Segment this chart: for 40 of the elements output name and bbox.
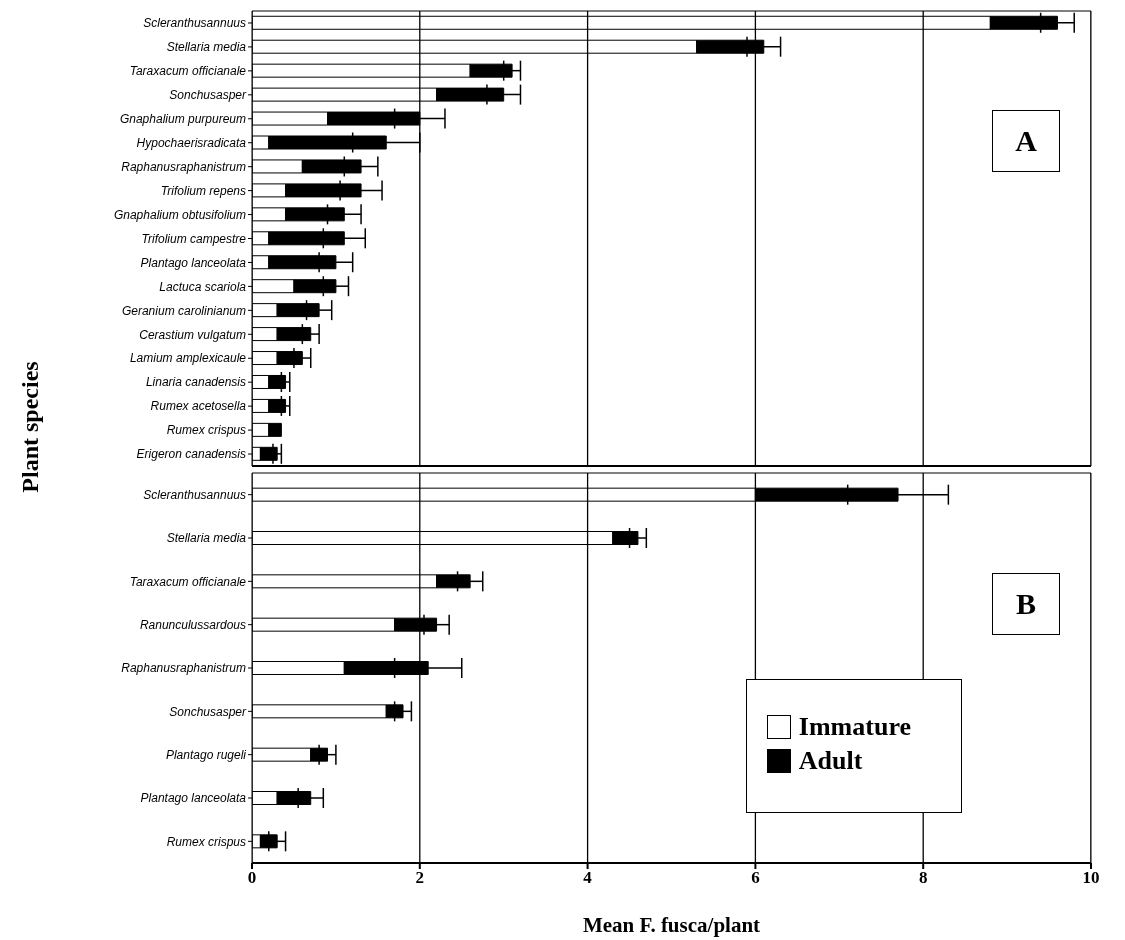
y-tick-label: Lactuca scariola	[159, 279, 247, 294]
y-tick-label: Trifolium repens	[160, 183, 246, 198]
y-tick-label: Taraxacum officianale	[129, 574, 247, 589]
annotation: A	[992, 109, 1060, 172]
x-tick-label: 4	[583, 868, 593, 888]
x-tick-label: 8	[918, 868, 928, 888]
y-tick-label: Trifolium campestre	[141, 231, 247, 246]
annotation: B	[992, 572, 1060, 635]
y-tick-label: Geranium carolinianum	[121, 303, 246, 318]
y-tick-label: Lamium amplexicaule	[129, 351, 247, 366]
y-tick-label: Sonchusasper	[169, 88, 247, 103]
y-tick-label: Erigeron canadensis	[136, 447, 246, 462]
y-tick-label: Cerastium vulgatum	[139, 327, 246, 342]
x-tick-label: 2	[415, 868, 425, 888]
x-tick-label: 0	[247, 868, 257, 888]
y-tick-label: Rumex crispus	[166, 834, 246, 849]
x-tick-label: 10	[1082, 868, 1100, 888]
legend-label: Adult	[798, 745, 863, 777]
legend-label: Immature	[798, 711, 911, 743]
y-tick-label: Plantago lanceolata	[140, 255, 247, 270]
y-tick-label: Gnaphalium obtusifolium	[113, 207, 246, 222]
y-tick-label: Hypochaerisradicata	[136, 135, 247, 150]
y-tick-label: Taraxacum officianale	[129, 64, 247, 79]
y-tick-label: Plantago lanceolata	[140, 791, 247, 806]
x-axis-title: Mean F. fusca/plant	[582, 913, 761, 937]
y-tick-label: Linaria canadensis	[145, 375, 246, 390]
y-tick-label: Scleranthusannuus	[143, 16, 246, 31]
x-tick-label: 6	[751, 868, 760, 888]
y-tick-label: Plantago rugeli	[165, 747, 247, 762]
y-tick-label: Sonchusasper	[169, 704, 247, 719]
y-tick-label: Rumex crispus	[166, 423, 246, 438]
y-tick-label: Ranunculussardous	[139, 617, 246, 632]
y-tick-label: Raphanusraphanistrum	[121, 159, 246, 174]
y-axis-title: Plant species	[16, 360, 44, 493]
y-tick-label: Scleranthusannuus	[143, 487, 246, 502]
y-tick-label: Rumex acetosella	[150, 399, 247, 414]
y-tick-label: Gnaphalium purpureum	[119, 112, 246, 127]
y-tick-label: Stellaria media	[166, 40, 247, 55]
y-tick-label: Raphanusraphanistrum	[121, 661, 246, 676]
y-tick-label: Stellaria media	[166, 531, 247, 546]
